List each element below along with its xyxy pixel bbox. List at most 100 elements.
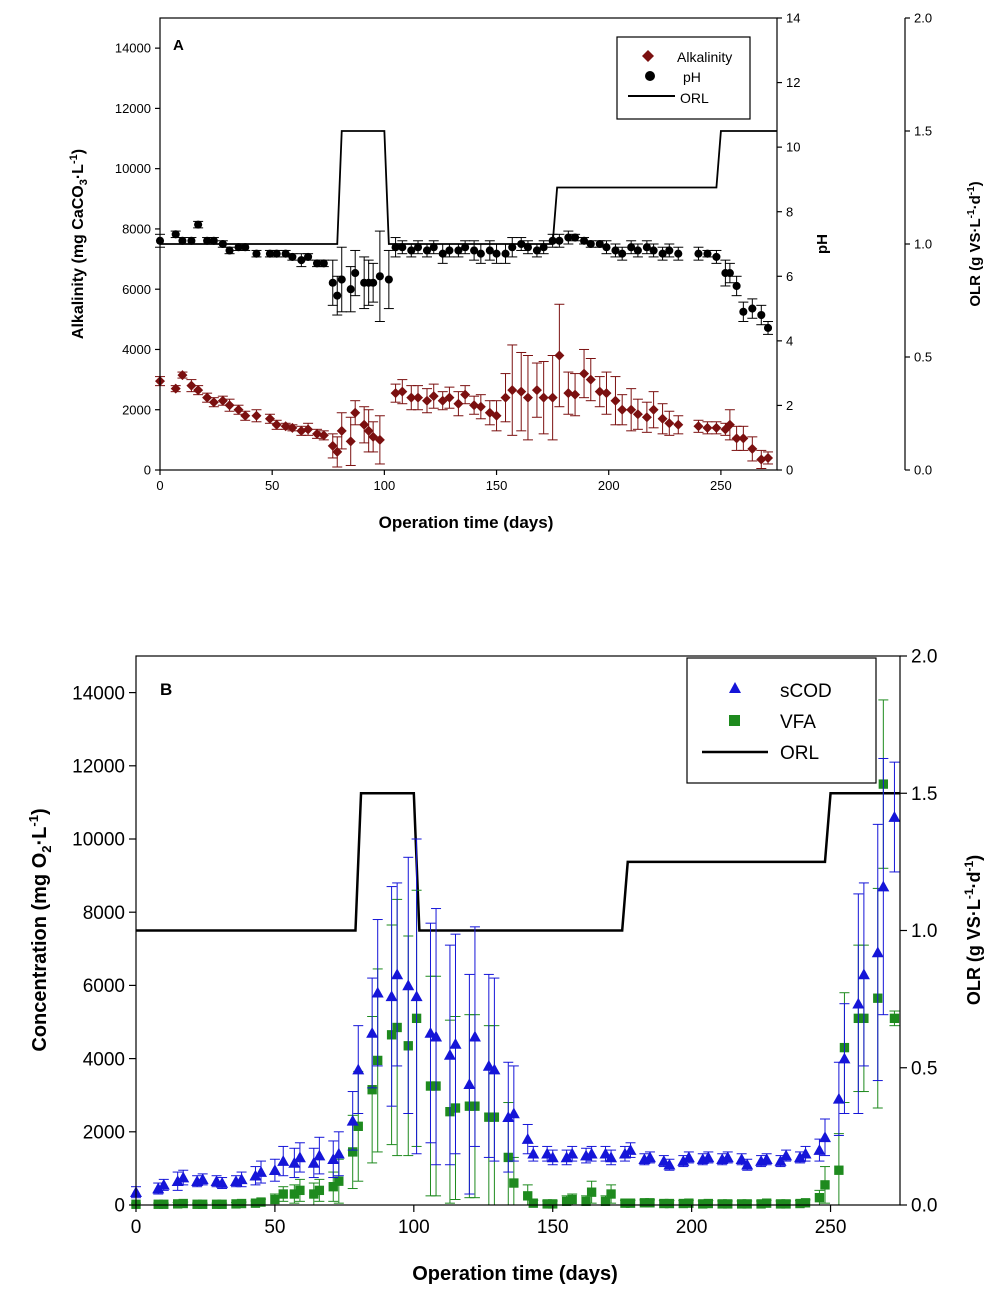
vfa-point	[211, 1199, 222, 1209]
vfa-point	[309, 1189, 319, 1199]
ph-point	[218, 239, 227, 249]
ph-point	[234, 243, 243, 252]
panel-a-ph-ticks: 0 2 4 6 8 10 12 14	[777, 11, 800, 478]
ph-point	[476, 249, 485, 258]
scod-point	[424, 1026, 437, 1038]
scod-point	[774, 1155, 787, 1166]
panel-a-ph-layer	[155, 220, 774, 335]
alkalinity-point	[538, 392, 549, 403]
vfa-point	[567, 1194, 577, 1205]
vfa-point	[528, 1198, 538, 1208]
vfa-point	[250, 1198, 261, 1208]
vfa-point	[314, 1185, 325, 1196]
panel-a-olr-tick-label: 0.0	[914, 463, 932, 478]
scod-point	[502, 1111, 515, 1122]
vfa-point	[178, 1198, 188, 1209]
ph-point	[171, 230, 180, 239]
ph-point	[579, 236, 589, 245]
panel-a-x-ticks: 0 50 100 150 200 250	[156, 470, 732, 493]
alkalinity-point	[413, 392, 424, 403]
alkalinity-point	[312, 428, 323, 439]
vfa-point	[606, 1189, 616, 1199]
panel-b-x-label: Operation time (days)	[412, 1263, 618, 1285]
vfa-point	[625, 1198, 636, 1208]
ph-point	[319, 259, 328, 268]
alkalinity-point	[177, 370, 188, 381]
ph-point	[602, 243, 611, 252]
alkalinity-point	[336, 425, 347, 436]
panel-a-olr-tick-label: 1.5	[914, 124, 932, 139]
alkalinity-point	[724, 419, 735, 430]
ph-point	[265, 249, 274, 258]
alkalinity-point	[507, 385, 518, 396]
alkalinity-point	[747, 443, 758, 454]
scod-point	[507, 1107, 520, 1119]
alkalinity-point	[428, 391, 439, 402]
scod-point	[741, 1158, 754, 1170]
panel-b-x-tick-label: 150	[537, 1217, 569, 1238]
alkalinity-point	[570, 389, 581, 400]
scod-point	[307, 1156, 320, 1168]
vfa-point	[328, 1182, 338, 1192]
ph-point	[618, 249, 627, 258]
vfa-point	[548, 1199, 558, 1209]
alkalinity-point	[202, 392, 213, 403]
ph-point	[369, 278, 378, 287]
panel-b-left-axis-label: Concentration (mg O2·L-1)	[26, 808, 54, 1051]
ph-point	[398, 243, 407, 252]
ph-point	[694, 249, 703, 258]
panel-b-x-tick-label: 250	[815, 1217, 847, 1238]
alkalinity-point	[170, 383, 181, 394]
alkalinity-point	[516, 386, 527, 397]
ph-point	[203, 236, 212, 245]
panel-a-legend-box	[616, 36, 751, 120]
vfa-point	[775, 1199, 786, 1209]
scod-point	[721, 1151, 734, 1163]
vfa-point	[348, 1147, 358, 1157]
ph-point	[703, 249, 712, 258]
panel-a-left-tick-label: 2000	[122, 402, 151, 417]
vfa-point	[820, 1180, 830, 1190]
ph-point	[739, 307, 748, 316]
scod-point	[430, 1030, 443, 1042]
scod-point	[235, 1173, 248, 1185]
panel-a-left-tick-label: 12000	[115, 101, 151, 116]
ph-point	[438, 249, 447, 258]
alkalinity-point	[673, 419, 684, 430]
alkalinity-point	[702, 422, 713, 433]
vfa-point	[600, 1196, 611, 1207]
panel-a-olr-tick-label: 1.0	[914, 237, 932, 252]
panel-b: 0 50 100 150 200 250 0 2000 4000 6000 8000 10000 12…	[26, 647, 984, 1285]
scod-point	[385, 990, 398, 1002]
panel-b-orl-layer	[136, 792, 900, 932]
alkalinity-point	[363, 425, 374, 436]
scod-point	[560, 1151, 573, 1163]
panel-b-left-ticks: 0 2000 4000 6000 8000 10000 12000 14000	[72, 683, 136, 1217]
vfa-point	[723, 1199, 733, 1209]
vfa-point	[542, 1199, 552, 1209]
scod-point	[566, 1147, 579, 1159]
ph-point	[209, 236, 218, 245]
alkalinity-point	[731, 433, 742, 444]
alkalinity-point	[406, 392, 417, 403]
vfa-point	[334, 1176, 344, 1186]
alkalinity-point	[303, 424, 314, 435]
scod-point	[157, 1178, 170, 1190]
scod-point	[488, 1063, 501, 1075]
vfa-point	[581, 1196, 591, 1207]
scod-point	[702, 1151, 715, 1163]
scod-point	[468, 1030, 481, 1042]
ph-point	[595, 239, 604, 249]
panel-b-label: B	[160, 680, 172, 699]
panel-b-left-tick-label: 14000	[72, 683, 125, 704]
panel-b-left-tick-label: 10000	[72, 830, 125, 851]
ph-point	[642, 243, 651, 252]
panel-a-left-tick-label: 8000	[122, 221, 151, 236]
vfa-point	[703, 1198, 713, 1209]
panel-b-right-axis-label: OLR (g VS·L-1·d-1)	[962, 855, 984, 1005]
alkalinity-point	[693, 421, 704, 432]
ph-point	[485, 246, 494, 255]
panel-a-left-tick-label: 10000	[115, 161, 151, 176]
ph-point	[461, 243, 470, 252]
